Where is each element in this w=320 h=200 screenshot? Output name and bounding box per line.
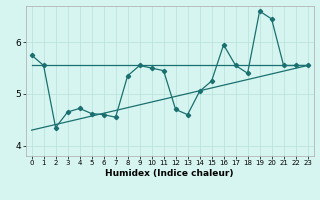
X-axis label: Humidex (Indice chaleur): Humidex (Indice chaleur) xyxy=(105,169,234,178)
